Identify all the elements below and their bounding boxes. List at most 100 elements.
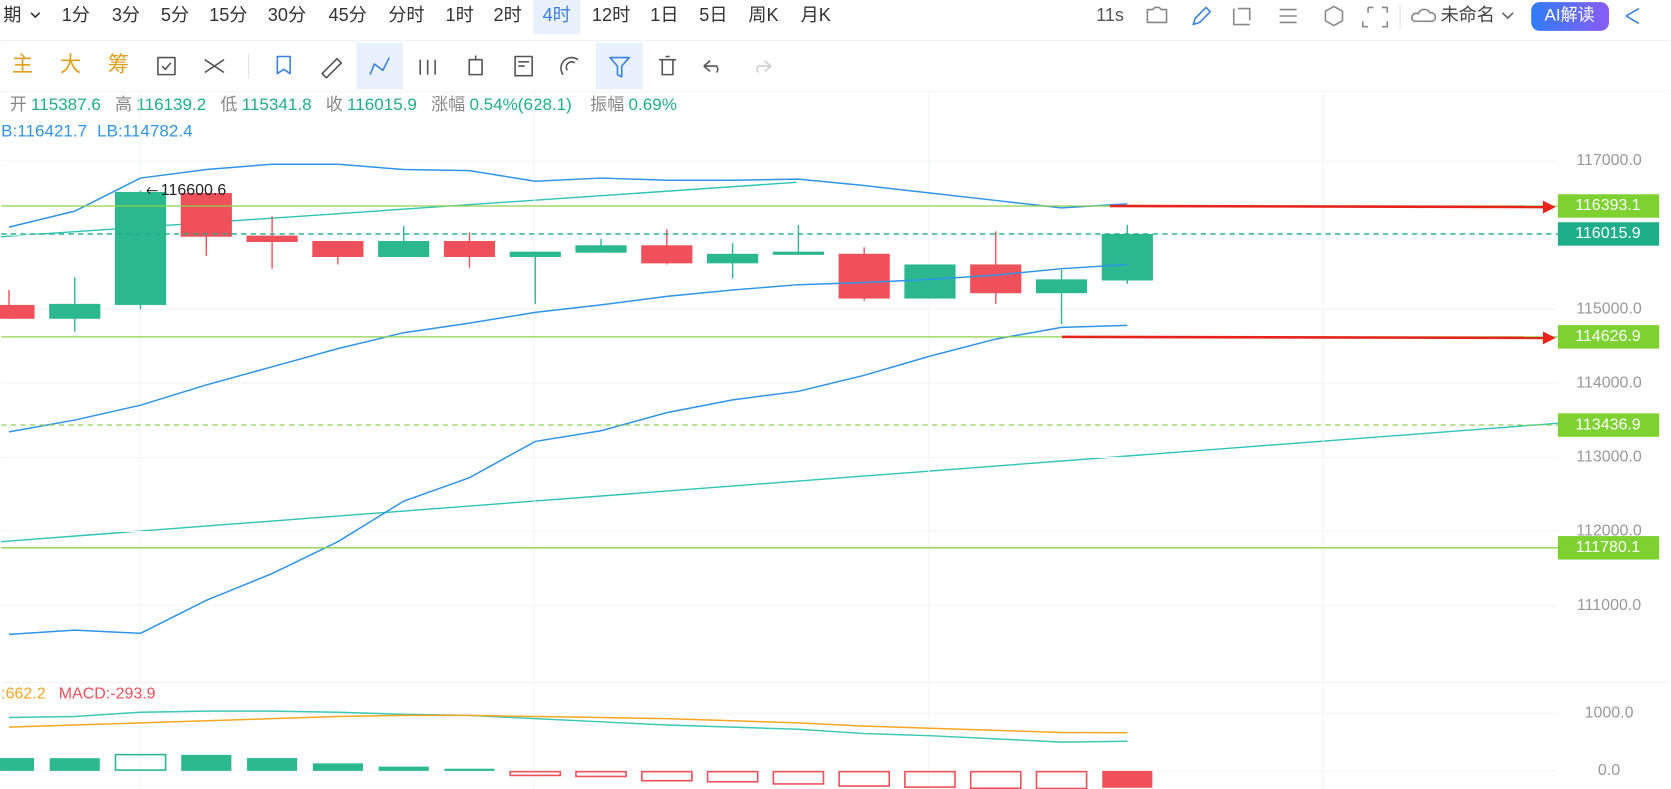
candle-body <box>0 304 35 319</box>
y-tick-label: 117000.0 <box>1576 152 1642 169</box>
timeframe-button[interactable]: 5日 <box>699 5 727 25</box>
macd-bar <box>838 770 891 787</box>
info-value: 116015.9 <box>347 95 417 114</box>
macd-bar <box>706 770 759 783</box>
macd-info: :662.2 <box>1 685 46 702</box>
info-value: 116139.2 <box>136 95 206 114</box>
macd-bar <box>49 758 100 771</box>
tool-button[interactable] <box>369 57 391 75</box>
tool-button[interactable] <box>321 57 343 79</box>
candle-body <box>246 235 298 243</box>
macd-bar <box>444 768 495 771</box>
candle-body <box>641 245 693 264</box>
candle-body <box>772 251 824 255</box>
timeframe-button[interactable]: 30分 <box>268 5 306 25</box>
candle-body <box>180 193 232 237</box>
boll-info: B:116421.7 <box>1 122 87 141</box>
high-marker-arrow <box>146 187 158 195</box>
tool-button[interactable] <box>560 56 579 76</box>
ai-button-label[interactable]: AI解读 <box>1544 5 1594 24</box>
share-icon[interactable] <box>1625 7 1640 25</box>
tool-button[interactable] <box>157 56 176 76</box>
y-tick-label: 1000.0 <box>1585 705 1634 722</box>
y-tick-label: 115000.0 <box>1576 300 1642 317</box>
chevron <box>30 12 41 19</box>
timeframe-button[interactable]: 1日 <box>650 5 678 25</box>
timeframe-button[interactable]: 1时 <box>446 5 474 25</box>
indicator-button[interactable]: 大 <box>60 53 81 77</box>
y-tick-label: 114000.0 <box>1576 375 1642 392</box>
ai-button[interactable] <box>1531 2 1610 31</box>
y-tick-label: 113000.0 <box>1576 449 1642 466</box>
pen-icon[interactable] <box>1192 6 1212 26</box>
boll-lower <box>8 324 1128 636</box>
info-value: 0.54%(628.1) <box>469 95 571 114</box>
timeframe-button[interactable]: 1分 <box>62 5 90 25</box>
tool-button[interactable] <box>609 56 630 78</box>
timeframe-button[interactable]: 12时 <box>592 5 630 25</box>
period-label: 期 <box>3 5 21 25</box>
y-tick-label: 111000.0 <box>1577 597 1641 614</box>
candle-body <box>312 240 364 257</box>
fullscreen-icon[interactable] <box>1361 6 1389 28</box>
candle-body <box>1035 279 1088 294</box>
macd-bar <box>0 758 35 771</box>
tool-button[interactable] <box>659 55 677 76</box>
timeframe-button[interactable]: 3分 <box>112 5 140 25</box>
indicator-button[interactable]: 筹 <box>108 53 129 77</box>
tool-button[interactable] <box>204 59 225 74</box>
high-marker-label: 116600.6 <box>161 182 227 199</box>
dea-line <box>8 714 1128 734</box>
cloud-icon[interactable] <box>1410 8 1437 23</box>
timeframe-button[interactable]: 周K <box>748 5 778 25</box>
camera-icon[interactable] <box>1146 6 1168 24</box>
timeframe-button[interactable]: 月K <box>801 5 831 25</box>
info-label: 涨幅 <box>431 95 465 114</box>
timeframe-button[interactable]: 5分 <box>161 5 189 25</box>
info-label: 开 <box>10 95 27 114</box>
tool-button[interactable] <box>756 60 772 73</box>
price-level-tag <box>1557 413 1660 437</box>
price-level-label: 113436.9 <box>1575 416 1641 433</box>
list-icon[interactable] <box>1279 8 1297 24</box>
candle-body <box>509 251 561 257</box>
timeframe-button[interactable]: 2时 <box>494 5 522 25</box>
settings-icon[interactable] <box>1324 5 1344 27</box>
indicator-button[interactable]: 主 <box>12 53 33 77</box>
layout-name[interactable]: 未命名 <box>1441 5 1495 25</box>
tool-button[interactable] <box>276 55 291 75</box>
macd-bar <box>114 753 167 771</box>
price-level-tag <box>1557 536 1660 560</box>
price-level-label: 114626.9 <box>1575 328 1641 345</box>
trendline <box>1 422 1558 543</box>
boll-upper <box>8 163 1128 228</box>
timeframe-button[interactable]: 15分 <box>209 5 247 25</box>
tool-active-bg <box>596 42 644 90</box>
candle-body <box>49 303 101 319</box>
price-level-label: 111780.1 <box>1576 539 1640 556</box>
red-arrow <box>1110 204 1545 209</box>
tool-button[interactable] <box>703 60 719 73</box>
candle-body <box>1101 233 1153 281</box>
price-level-tag <box>1557 222 1660 246</box>
tool-button[interactable] <box>468 55 483 76</box>
info-value: 0.69% <box>629 95 677 114</box>
info-label: 收 <box>326 95 343 114</box>
timeframe-button[interactable]: 4时 <box>543 5 571 25</box>
timeframe-button[interactable]: 分时 <box>388 5 424 25</box>
macd-bar <box>247 758 298 771</box>
tool-button[interactable] <box>419 59 436 75</box>
crop-icon[interactable] <box>1232 7 1251 26</box>
macd-bar <box>772 770 825 785</box>
macd-bar <box>640 770 693 782</box>
timeframe-button[interactable]: 45分 <box>329 5 367 25</box>
candle-body <box>904 264 956 299</box>
info-value: 115387.6 <box>31 95 101 114</box>
dif-line <box>8 710 1128 743</box>
tool-button[interactable] <box>514 55 533 77</box>
candle-body <box>970 264 1022 294</box>
timeframe-active-bg <box>533 0 581 35</box>
macd-bar <box>969 770 1022 789</box>
